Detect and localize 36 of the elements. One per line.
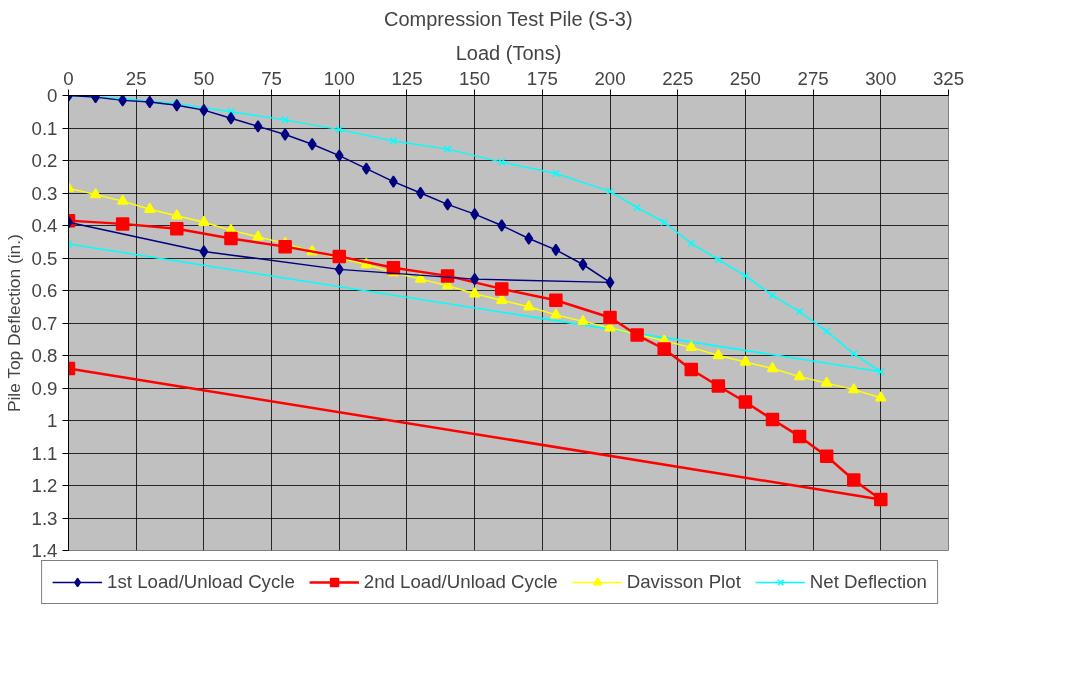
legend-label: Net Deflection bbox=[809, 571, 927, 593]
x-tick-label: 250 bbox=[729, 67, 761, 89]
y-tick-label: 0.7 bbox=[31, 312, 58, 334]
x-tick-label: 0 bbox=[63, 67, 74, 89]
x-tick-label: 325 bbox=[932, 67, 965, 89]
y-tick-label: 0.6 bbox=[31, 280, 58, 301]
x-tick-label: 125 bbox=[391, 67, 423, 89]
y-tick-label: 0.2 bbox=[31, 150, 58, 171]
y-tick-label: 1.2 bbox=[31, 475, 58, 496]
x-tick-label: 175 bbox=[526, 67, 558, 89]
y-tick-label: 0.8 bbox=[31, 345, 58, 366]
x-tick-label: 50 bbox=[193, 67, 215, 89]
y-tick-label: 1.1 bbox=[31, 442, 58, 464]
y-tick-label: 1.3 bbox=[31, 507, 58, 529]
y-tick-label: 0.9 bbox=[31, 377, 58, 399]
x-tick-label: 275 bbox=[797, 67, 829, 89]
x-tick-label: 25 bbox=[125, 67, 147, 89]
y-tick-label: 0.4 bbox=[31, 215, 58, 236]
x-tick-label: 200 bbox=[594, 67, 626, 89]
y-tick-label: 0.3 bbox=[31, 182, 58, 204]
y-tick-label: 0 bbox=[47, 85, 58, 106]
x-tick-label: 225 bbox=[662, 67, 694, 89]
x-tick-label: 150 bbox=[459, 67, 491, 89]
legend-label: 1st Load/Unload Cycle bbox=[107, 571, 295, 593]
y-axis-title: Pile Top Deflection (in.) bbox=[3, 234, 24, 413]
x-tick-label: 100 bbox=[323, 67, 355, 89]
chart-title: Compression Test Pile (S-3) bbox=[384, 7, 633, 30]
y-tick-label: 0.1 bbox=[31, 117, 58, 139]
x-axis-title: Load (Tons) bbox=[455, 41, 562, 64]
legend-label: 2nd Load/Unload Cycle bbox=[363, 571, 558, 593]
x-tick-label: 300 bbox=[865, 67, 897, 89]
legend-label: Davisson Plot bbox=[626, 571, 741, 593]
y-tick-label: 1.4 bbox=[31, 540, 58, 561]
y-tick-label: 1 bbox=[47, 410, 58, 431]
y-tick-label: 0.5 bbox=[31, 247, 58, 269]
x-tick-label: 75 bbox=[261, 67, 282, 89]
